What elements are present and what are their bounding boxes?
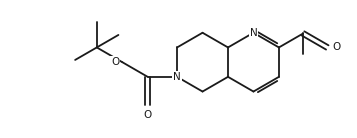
- Text: O: O: [144, 110, 152, 120]
- Text: N: N: [250, 28, 257, 38]
- Text: O: O: [332, 43, 341, 52]
- Text: O: O: [111, 57, 119, 67]
- Text: N: N: [173, 72, 181, 82]
